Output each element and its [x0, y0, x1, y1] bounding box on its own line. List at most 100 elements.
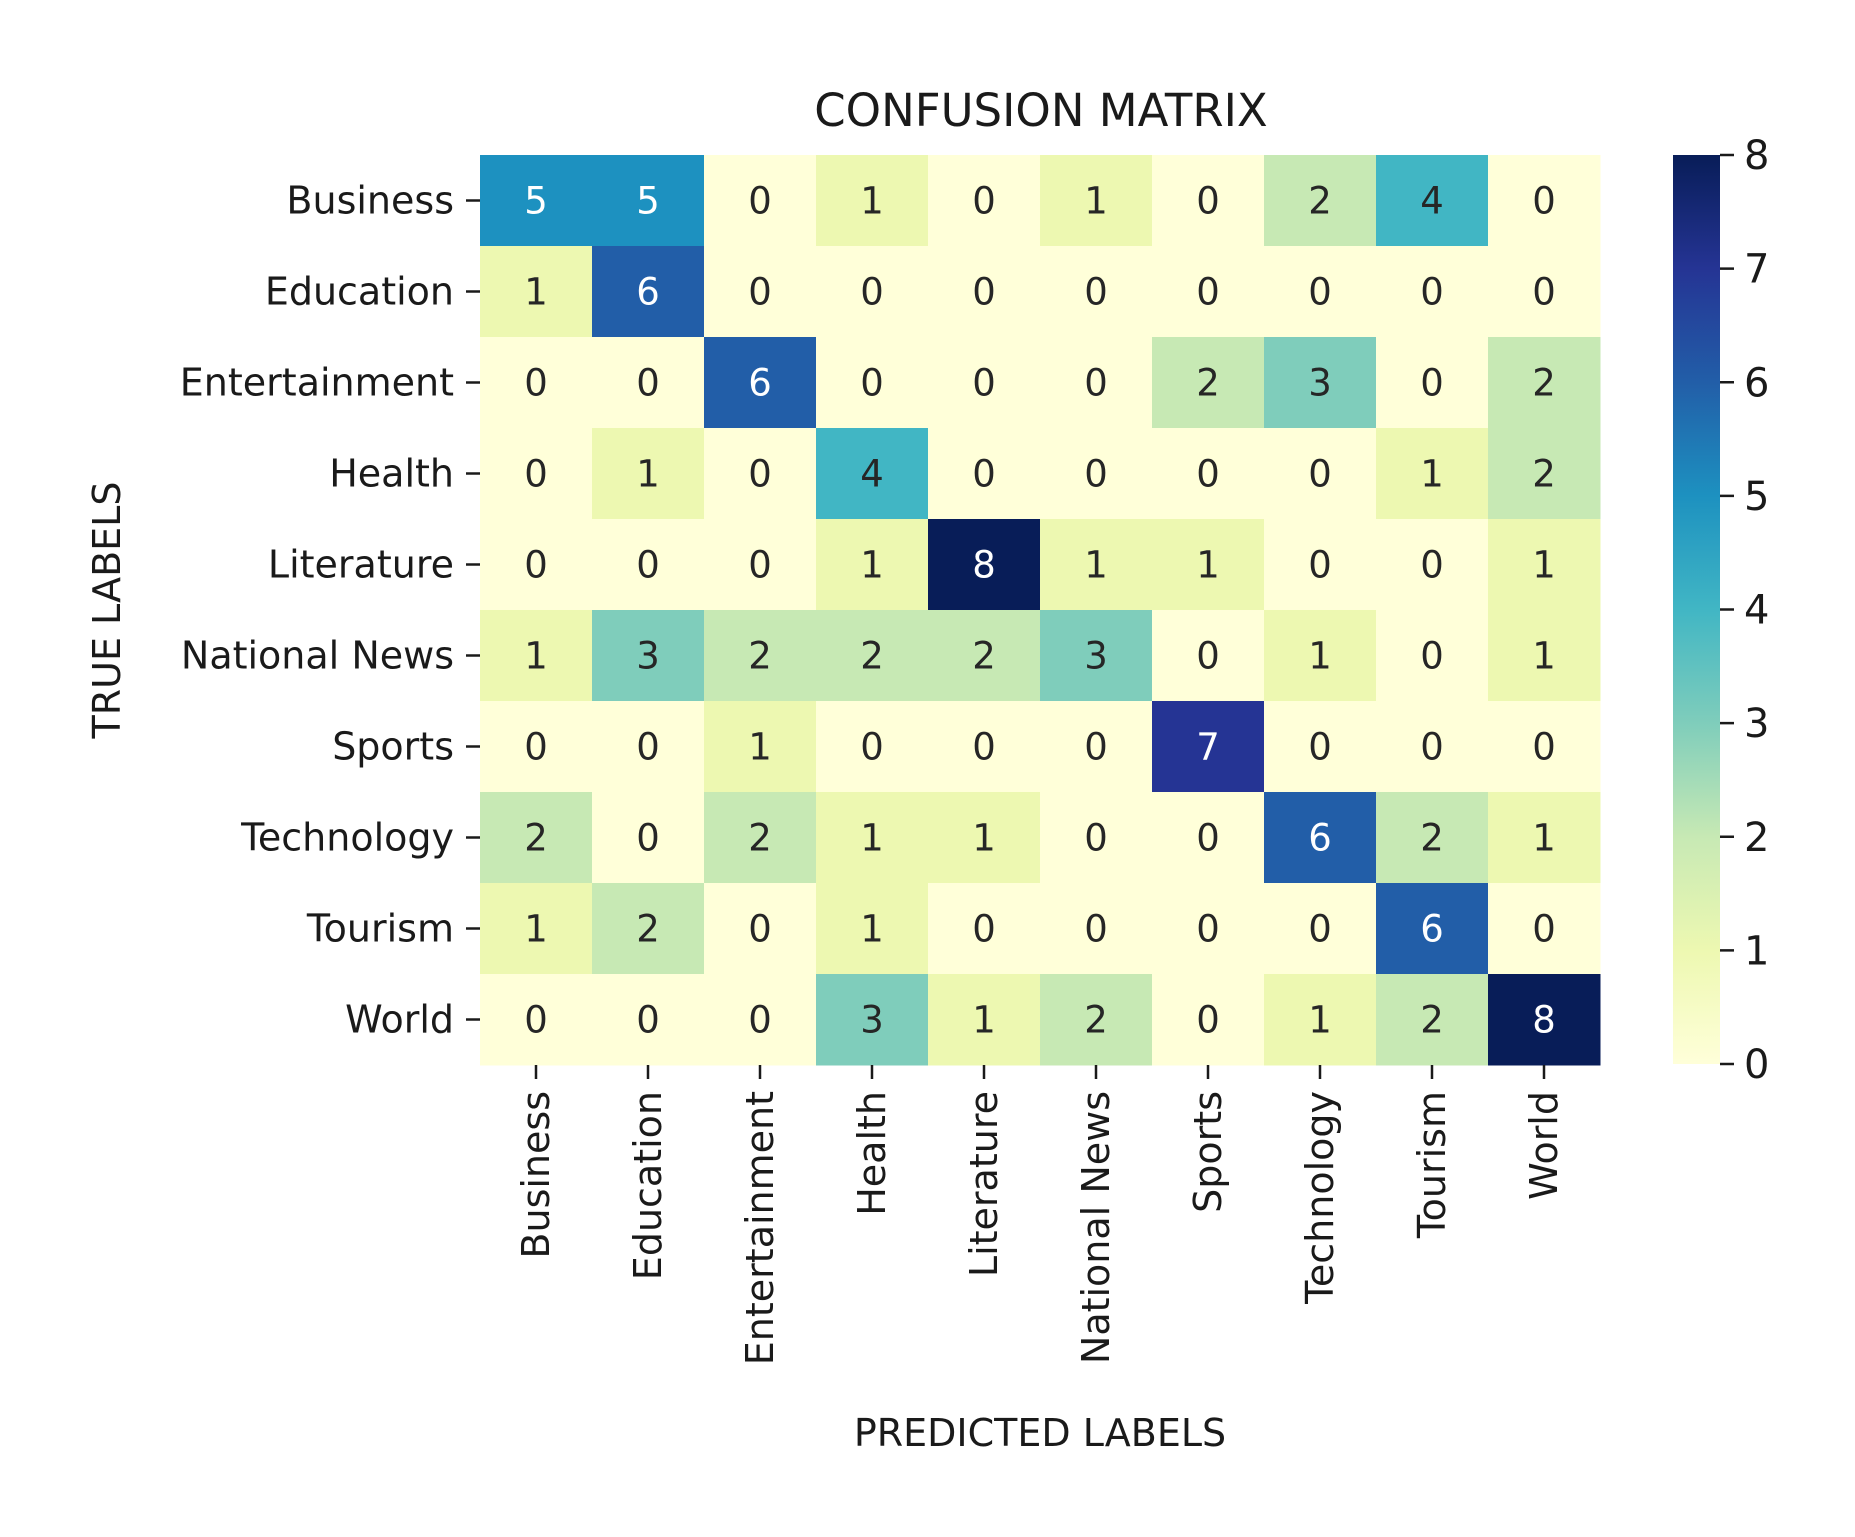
cell-sports-entertainment [704, 701, 817, 793]
cell-health-sports [1152, 428, 1265, 520]
cell-world-tourism [1376, 974, 1489, 1066]
cell-world-sports [1152, 974, 1265, 1066]
cell-tourism-national-news [1040, 883, 1153, 975]
cell-education-national-news [1040, 246, 1153, 338]
cell-value: 1 [1532, 817, 1556, 860]
heatmap-cells [480, 155, 1601, 1066]
cell-value: 0 [972, 726, 996, 769]
cell-value: 0 [972, 271, 996, 314]
cell-national-news-tourism [1376, 610, 1489, 702]
cell-entertainment-literature [928, 337, 1041, 429]
cell-value: 0 [636, 726, 660, 769]
y-tick-label: Health [329, 452, 454, 496]
cell-value: 0 [524, 726, 548, 769]
cell-literature-health [816, 519, 929, 611]
cell-value: 1 [972, 999, 996, 1042]
cell-sports-business [480, 701, 593, 793]
cell-education-tourism [1376, 246, 1489, 338]
cell-literature-sports [1152, 519, 1265, 611]
cell-business-entertainment [704, 155, 817, 247]
cell-tourism-tourism [1376, 883, 1489, 975]
y-tick-label: National News [181, 634, 454, 678]
cell-value: 0 [1532, 908, 1556, 951]
cell-value: 0 [1084, 453, 1108, 496]
cell-education-education [592, 246, 705, 338]
cell-value: 0 [1196, 908, 1220, 951]
colorbar-tick-label: 3 [1744, 701, 1769, 747]
cell-literature-business [480, 519, 593, 611]
cell-value: 0 [636, 817, 660, 860]
x-axis-ticks: Business Education Entertainment Health Lite… [514, 1065, 1566, 1365]
colorbar-tick-label: 0 [1744, 1042, 1769, 1088]
colorbar-tick-label: 1 [1744, 928, 1769, 974]
cell-value: 0 [1532, 180, 1556, 223]
cell-value: 2 [636, 908, 660, 951]
cell-value: 0 [972, 453, 996, 496]
cell-health-national-news [1040, 428, 1153, 520]
cell-health-tourism [1376, 428, 1489, 520]
cell-business-health [816, 155, 929, 247]
y-tick-label: Education [265, 270, 454, 314]
heatmap-cell-labels: 5 5 0 1 0 1 0 2 4 0 1 6 0 0 0 0 0 0 0 0 0 0 6 0 0 0 2 3 0 2 0 1 0 4 0 0 0 0 1 2… [524, 180, 1556, 1042]
cell-value: 4 [860, 453, 884, 496]
cell-value: 0 [1196, 635, 1220, 678]
colorbar-tick-label: 7 [1744, 247, 1769, 293]
cell-value: 1 [1532, 544, 1556, 587]
y-tick-label: Sports [332, 725, 454, 769]
cell-value: 0 [1532, 271, 1556, 314]
cell-value: 3 [1084, 635, 1108, 678]
cell-value: 0 [524, 544, 548, 587]
cell-education-health [816, 246, 929, 338]
x-tick-label: Health [850, 1091, 894, 1216]
y-tick-label: Tourism [306, 907, 454, 951]
cell-value: 7 [1196, 726, 1220, 769]
cell-sports-sports [1152, 701, 1265, 793]
cell-health-world [1488, 428, 1601, 520]
cell-value: 0 [636, 999, 660, 1042]
cell-literature-world [1488, 519, 1601, 611]
cell-world-health [816, 974, 929, 1066]
x-tick-label: Entertainment [738, 1091, 782, 1365]
cell-value: 0 [1196, 817, 1220, 860]
y-tick-label: Technology [240, 816, 454, 860]
cell-value: 0 [748, 544, 772, 587]
cell-literature-tourism [1376, 519, 1489, 611]
cell-value: 1 [1084, 180, 1108, 223]
cell-world-world [1488, 974, 1601, 1066]
cell-sports-technology [1264, 701, 1377, 793]
cell-entertainment-entertainment [704, 337, 817, 429]
y-tick-label: Literature [268, 543, 454, 587]
cell-value: 0 [1308, 453, 1332, 496]
cell-value: 6 [1420, 908, 1444, 951]
cell-value: 1 [1308, 635, 1332, 678]
x-tick-label: World [1522, 1091, 1566, 1200]
cell-value: 8 [1532, 999, 1556, 1042]
cell-value: 6 [636, 271, 660, 314]
cell-value: 1 [1196, 544, 1220, 587]
cell-business-sports [1152, 155, 1265, 247]
cell-entertainment-education [592, 337, 705, 429]
cell-technology-literature [928, 792, 1041, 884]
cell-national-news-literature [928, 610, 1041, 702]
cell-value: 0 [1308, 544, 1332, 587]
cell-literature-national-news [1040, 519, 1153, 611]
colorbar-ticks: 0 1 2 3 4 5 6 7 8 [1720, 133, 1769, 1088]
cell-world-entertainment [704, 974, 817, 1066]
cell-value: 0 [748, 908, 772, 951]
cell-world-literature [928, 974, 1041, 1066]
y-tick-label: Entertainment [180, 361, 454, 405]
cell-technology-sports [1152, 792, 1265, 884]
cell-national-news-health [816, 610, 929, 702]
cell-tourism-health [816, 883, 929, 975]
cell-value: 2 [1196, 362, 1220, 405]
cell-entertainment-technology [1264, 337, 1377, 429]
cell-tourism-sports [1152, 883, 1265, 975]
cell-tourism-world [1488, 883, 1601, 975]
cell-value: 2 [748, 635, 772, 678]
colorbar [1673, 155, 1720, 1064]
cell-technology-national-news [1040, 792, 1153, 884]
cell-health-business [480, 428, 593, 520]
cell-world-national-news [1040, 974, 1153, 1066]
cell-technology-technology [1264, 792, 1377, 884]
x-tick-label: Education [626, 1091, 670, 1280]
